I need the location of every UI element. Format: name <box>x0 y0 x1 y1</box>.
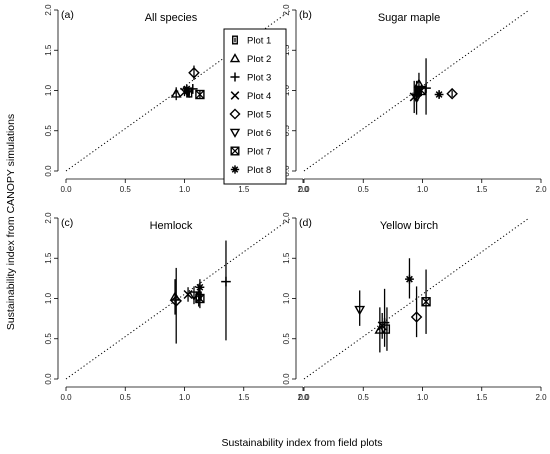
point-plot-8 <box>195 282 205 292</box>
x-tick-label: 0.0 <box>60 393 72 402</box>
x-tick-label: 0.5 <box>358 185 370 194</box>
x-tick-label: 1.5 <box>476 185 488 194</box>
legend-label: Plot 3 <box>247 73 271 84</box>
y-tick-label: 0.5 <box>44 333 53 345</box>
point-plot-7 <box>195 89 205 100</box>
y-tick-label: 1.0 <box>44 84 53 96</box>
x-tick-label: 0.0 <box>60 185 72 194</box>
panel-tag: (a) <box>61 9 74 21</box>
x-tick-label: 1.0 <box>179 185 191 194</box>
panel-2: 0.00.00.50.51.01.01.51.52.02.0(b)Sugar m… <box>282 4 547 194</box>
panel-tag: (b) <box>299 9 312 21</box>
y-tick-label: 2.0 <box>44 4 53 16</box>
legend-label: Plot 1 <box>247 36 271 47</box>
y-tick-label: 1.0 <box>44 292 53 304</box>
legend-marker-plot-6 <box>229 128 241 138</box>
point-plot-5 <box>410 311 423 323</box>
panel-title: Sugar maple <box>378 12 440 24</box>
legend-marker-plot-2 <box>229 53 241 63</box>
y-tick-label: 0.5 <box>282 333 291 345</box>
legend-label: Plot 4 <box>247 91 271 102</box>
point-plot-8 <box>434 90 444 99</box>
legend-label: Plot 6 <box>247 128 271 139</box>
point-plot-3 <box>221 276 231 287</box>
x-tick-label: 2.0 <box>535 393 547 402</box>
x-tick-label: 2.0 <box>297 393 309 402</box>
x-tick-label: 0.5 <box>120 185 132 194</box>
point-plot-7 <box>195 293 205 304</box>
legend-label: Plot 2 <box>247 54 271 65</box>
x-tick-label: 1.5 <box>238 393 250 402</box>
x-tick-label: 0.5 <box>120 393 132 402</box>
panel-tag: (d) <box>299 217 312 229</box>
point-plot-8 <box>182 84 192 94</box>
one-to-one-line <box>303 217 530 380</box>
legend-marker-plot-1 <box>232 35 238 45</box>
point-plot-5 <box>446 87 458 100</box>
y-tick-label: 0.5 <box>44 125 53 137</box>
x-tick-label: 1.0 <box>417 185 429 194</box>
point-plot-7 <box>416 85 427 96</box>
y-tick-label: 0.0 <box>282 373 291 385</box>
legend-marker-plot-8 <box>230 165 240 174</box>
panel-4: 0.0 0.0 0.5 0.5 1.0 1.0 1.5 1.5 2.0 2.0 (d) Yellow … <box>282 212 547 402</box>
x-tick-label: 2.0 <box>535 185 547 194</box>
x-tick-label: 1.5 <box>238 185 250 194</box>
x-axis-label: Sustainability index from field plots <box>221 437 382 449</box>
point-plot-2 <box>170 88 182 98</box>
point-plot-5 <box>170 295 182 307</box>
panel-3: 0.0 0.0 0.5 0.5 1.0 1.0 1.5 1.5 2.0 2.0 (c) Hemlock <box>44 212 309 402</box>
legend-marker-plot-4 <box>230 91 240 100</box>
panel-title: Yellow birch <box>380 220 438 232</box>
y-tick-label: 2.0 <box>44 212 53 224</box>
y-tick-label: 0.0 <box>44 373 53 385</box>
x-tick-label: 0.0 <box>298 185 310 194</box>
point-plot-6 <box>411 93 422 104</box>
y-tick-label: 2.0 <box>282 4 291 16</box>
legend-label: Plot 5 <box>247 110 271 121</box>
x-tick-label: 0.0 <box>298 393 310 402</box>
point-plot-5 <box>188 67 200 79</box>
point-plot-8 <box>405 274 414 284</box>
panel-title: All species <box>145 12 198 24</box>
legend-marker-plot-3 <box>230 72 240 82</box>
legend-label: Plot 7 <box>247 147 271 158</box>
one-to-one-line <box>303 9 530 172</box>
y-tick-label: 1.5 <box>44 252 53 264</box>
x-tick-label: 1.0 <box>179 393 191 402</box>
x-tick-label: 1.5 <box>476 393 488 402</box>
y-tick-label: 2.0 <box>282 212 291 224</box>
y-tick-label: 0.0 <box>44 165 53 177</box>
x-tick-label: 2.0 <box>297 185 309 194</box>
legend-label: Plot 8 <box>247 165 271 176</box>
one-to-one-line <box>65 217 292 380</box>
legend-marker-plot-7 <box>230 146 240 156</box>
y-axis-label: Sustainability index from CANOPY simulat… <box>5 114 17 330</box>
y-tick-label: 1.0 <box>282 292 291 304</box>
y-tick-label: 1.5 <box>44 44 53 56</box>
legend-marker-plot-5 <box>229 108 241 120</box>
point-plot-4 <box>377 321 387 331</box>
x-tick-label: 1.0 <box>417 393 429 402</box>
x-tick-label: 0.5 <box>358 393 370 402</box>
panel-tag: (c) <box>61 217 73 229</box>
point-plot-6 <box>354 305 366 316</box>
point-plot-7 <box>421 297 431 307</box>
panel-title: Hemlock <box>150 220 193 232</box>
legend: Plot 1 Plot 2 Plot 3 Plot 4 Plot 5 Plot 6 Plot… <box>223 28 287 185</box>
y-tick-label: 1.5 <box>282 252 291 264</box>
panels-group: 0.0 0.0 0.5 0.5 1.0 1.0 1.5 1.5 2.0 2.0 (a) All spe… <box>44 4 547 402</box>
legend-box <box>223 28 287 185</box>
